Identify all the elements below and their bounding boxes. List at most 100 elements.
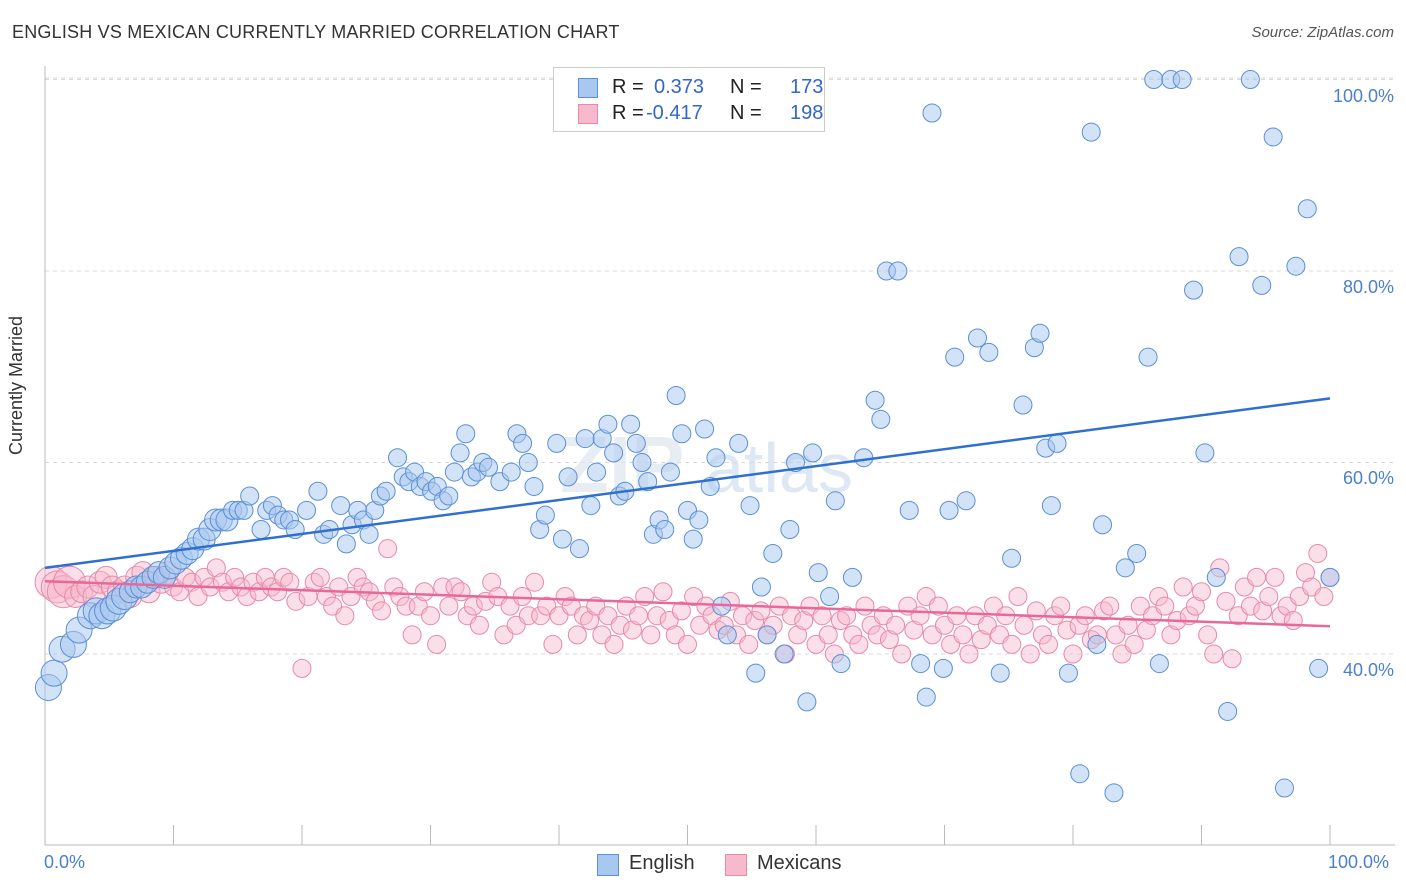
english-r-label: R = <box>612 76 644 98</box>
mexicans-point <box>849 634 869 654</box>
trend-lines <box>44 397 1331 628</box>
mexicans-point <box>818 625 838 645</box>
english-points <box>34 70 1340 803</box>
english-point <box>729 433 749 453</box>
mexicans-point <box>1100 596 1120 616</box>
mexicans-point <box>543 634 563 654</box>
english-point <box>1218 701 1238 721</box>
mexicans-point <box>892 644 912 664</box>
mexicans-point <box>292 658 312 678</box>
english-point <box>1070 764 1090 784</box>
mexicans-point <box>1063 644 1083 664</box>
english-point <box>871 409 891 429</box>
mexicans-point <box>959 644 979 664</box>
english-point <box>1206 567 1226 587</box>
english-point <box>598 414 618 434</box>
mexicans-point <box>1185 596 1205 616</box>
english-n-value: 173 <box>790 76 824 98</box>
mexicans-point <box>1253 601 1273 621</box>
english-point <box>638 472 658 492</box>
english-point <box>569 539 589 559</box>
mexicans-point <box>372 601 392 621</box>
mexicans-point <box>243 572 263 592</box>
mexicans-point <box>70 580 94 604</box>
english-point <box>797 692 817 712</box>
english-point <box>1047 433 1067 453</box>
correlation-legend: R = 0.373 N = 173 R = -0.417 N = 198 <box>553 67 825 132</box>
mexicans-point <box>384 577 404 597</box>
x-tick-label-100: 100.0% <box>1328 852 1390 872</box>
english-point <box>808 563 828 583</box>
english-point <box>1115 558 1135 578</box>
english-point <box>501 462 521 482</box>
gridlines <box>45 77 1395 655</box>
mexicans-point <box>947 606 967 626</box>
english-legend-label: English <box>629 852 695 874</box>
mexicans-point <box>653 582 673 602</box>
source-label: Source: ZipAtlas.com <box>1251 24 1394 41</box>
english-trend-line <box>44 397 1331 570</box>
mexicans-point <box>671 601 691 621</box>
english-point <box>666 385 686 405</box>
english-point <box>1172 70 1192 89</box>
mexicans-point <box>1296 563 1316 583</box>
mexicans-point <box>622 620 642 640</box>
english-point <box>740 496 760 516</box>
english-point <box>1013 395 1033 415</box>
axes <box>44 66 1395 846</box>
mexicans-point <box>1149 587 1169 607</box>
english-point <box>1144 70 1164 89</box>
mexicans-point <box>1240 596 1260 616</box>
mexicans-point <box>225 567 245 587</box>
english-point <box>922 103 942 123</box>
mexicans-point <box>421 606 440 626</box>
english-point <box>888 261 908 281</box>
mexicans-point <box>451 582 471 602</box>
english-point <box>1240 70 1260 89</box>
english-point <box>1275 778 1295 798</box>
mexicans-point <box>555 587 575 607</box>
english-legend-swatch <box>597 854 619 876</box>
mexicans-point <box>1198 625 1218 645</box>
mexicans-point <box>414 582 434 602</box>
english-point <box>689 510 709 530</box>
english-point <box>1058 663 1078 683</box>
mexicans-point <box>1155 596 1175 616</box>
mexicans-point <box>1118 615 1138 635</box>
mexicans-point <box>647 606 667 626</box>
english-point <box>751 577 771 597</box>
mexicans-n-label: N = <box>730 102 762 124</box>
mexicans-point <box>206 558 226 578</box>
mexicans-point <box>1057 620 1077 640</box>
mexicans-swatch <box>578 104 598 124</box>
mexicans-point <box>904 620 924 640</box>
mexicans-point <box>1032 625 1052 645</box>
mexicans-point <box>604 634 624 654</box>
mexicans-point <box>1173 577 1193 597</box>
english-point <box>911 654 931 674</box>
mexicans-point <box>1161 625 1181 645</box>
english-point <box>359 524 379 544</box>
mexicans-point <box>794 610 814 630</box>
x-tick-label-0: 0.0% <box>44 852 86 872</box>
english-point <box>706 448 726 468</box>
mexicans-point <box>886 615 906 635</box>
mexicans-point <box>610 615 630 635</box>
english-point <box>660 462 680 482</box>
english-point <box>439 486 459 506</box>
english-point <box>672 424 692 444</box>
y-tick-label-40: 40.0% <box>1342 660 1394 680</box>
english-point <box>865 390 885 410</box>
english-point <box>899 500 919 520</box>
english-point <box>1104 783 1124 803</box>
mexicans-point <box>390 587 410 607</box>
english-point <box>916 687 936 707</box>
mexicans-point <box>953 625 973 645</box>
mexicans-point <box>1247 567 1267 587</box>
mexicans-point <box>1308 543 1328 563</box>
english-r-value: 0.373 <box>654 76 705 98</box>
english-point <box>1252 275 1272 295</box>
english-point <box>1309 658 1329 678</box>
english-point <box>831 654 851 674</box>
english-point <box>774 644 794 664</box>
